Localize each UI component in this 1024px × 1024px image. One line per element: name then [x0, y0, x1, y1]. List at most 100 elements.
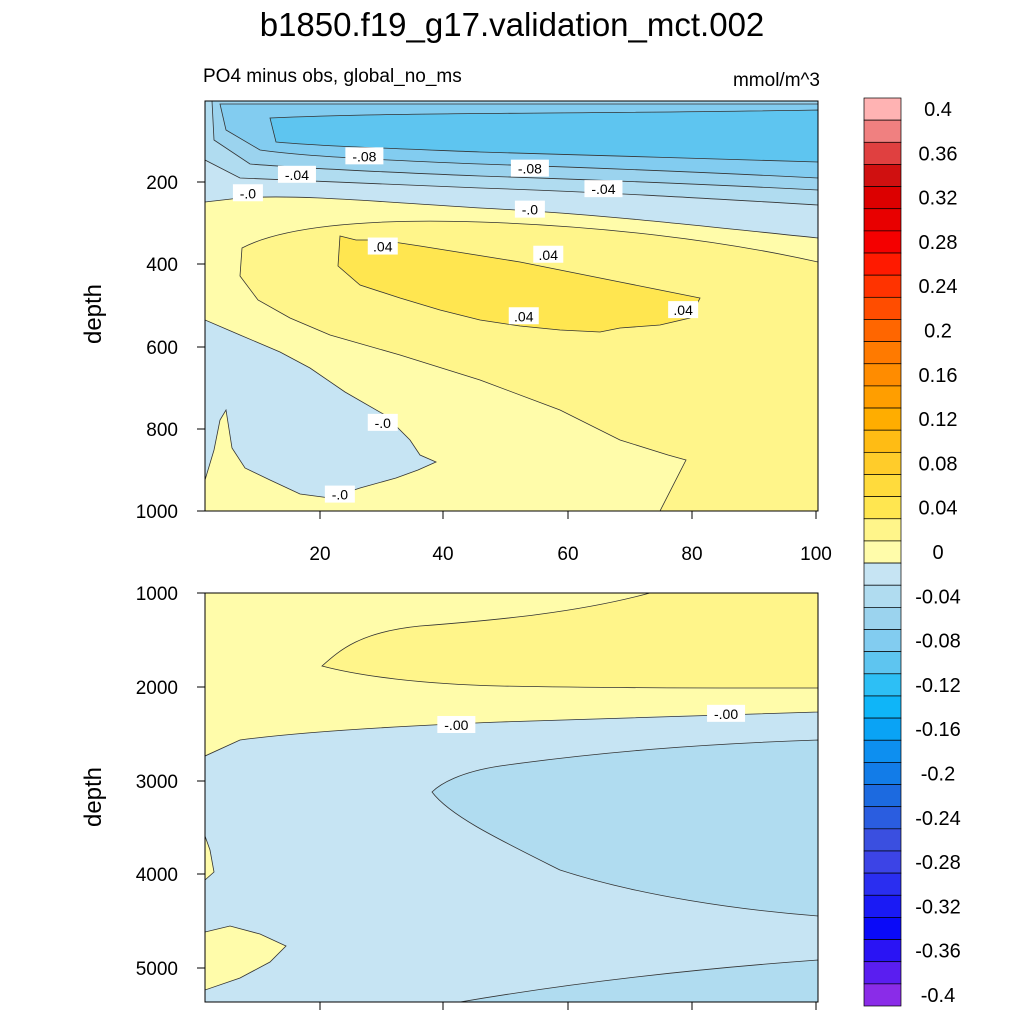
contour-label-box — [584, 180, 623, 198]
colorbar-label: 0.24 — [919, 276, 958, 298]
colorbar-label: 0.32 — [919, 188, 958, 210]
colorbar-swatch — [863, 97, 902, 121]
upper-plot-frame — [204, 100, 819, 512]
upper-xtick-label: 100 — [800, 544, 832, 565]
colorbar-label: -0.32 — [915, 896, 961, 918]
colorbar-swatch — [863, 496, 902, 520]
colorbar-swatch — [863, 584, 902, 608]
colorbar-swatch — [863, 739, 902, 763]
upper-panel: -.08-.08-.04-.04-.0-.0.04.04.04.04-.0-.0… — [80, 100, 832, 565]
colorbar-swatch — [863, 850, 902, 874]
contour-label-box — [277, 165, 316, 183]
lower-ytick-label: 3000 — [136, 772, 178, 793]
upper-ytick-label: 600 — [146, 338, 178, 359]
contour-label: -.0 — [240, 185, 257, 201]
colorbar-swatch — [863, 762, 902, 785]
colorbar-label: 0.16 — [919, 365, 958, 387]
colorbar-swatch — [863, 917, 902, 940]
colorbar-label: 0.2 — [924, 321, 952, 343]
lower-panel: -.00 -.00 1000 2000 3000 4000 5000 depth — [80, 584, 819, 1010]
colorbar-swatch — [863, 319, 902, 342]
contour-label: -.00 — [714, 706, 738, 722]
contour-label: -.0 — [375, 415, 392, 431]
contour-label-box — [232, 184, 263, 202]
contour-label-box — [668, 301, 699, 319]
upper-xtick-label: 20 — [309, 544, 330, 565]
contour-label-box — [367, 237, 398, 255]
contour-label: .04 — [514, 308, 534, 324]
contour-label-box — [508, 307, 539, 325]
colorbar-swatch — [863, 518, 902, 542]
contour-label: -.00 — [444, 717, 468, 733]
colorbar-swatch — [863, 939, 902, 963]
contour-label: .04 — [539, 247, 559, 263]
contour-label: -.08 — [352, 148, 376, 164]
colorbar-swatch — [863, 961, 902, 985]
colorbar-swatch — [863, 894, 902, 918]
lower-negative-region-002 — [431, 739, 818, 917]
colorbar-label: -0.4 — [921, 985, 955, 1007]
upper-ytick-label: 400 — [146, 255, 178, 276]
lower-positive-region-corner — [205, 925, 287, 991]
colorbar-swatch — [863, 695, 902, 719]
colorbar-swatch — [863, 230, 902, 254]
colorbar-label: 0.36 — [919, 143, 958, 165]
contour-label: -.08 — [518, 161, 542, 177]
colorbar-swatch — [863, 651, 902, 675]
colorbar-swatch — [863, 717, 902, 741]
contour-label-box — [514, 200, 545, 218]
colorbar-swatch — [863, 607, 902, 630]
lower-y-axis: 1000 2000 3000 4000 5000 depth — [80, 584, 205, 980]
colorbar-swatch — [863, 540, 902, 564]
colorbar-swatch — [863, 385, 902, 409]
colorbar-swatch — [863, 784, 902, 808]
colorbar-label: -0.12 — [915, 675, 961, 697]
colorbar-swatch — [863, 119, 902, 143]
colorbar-label: 0.12 — [919, 409, 958, 431]
colorbar-label: -0.04 — [915, 586, 961, 608]
colorbar-label: -0.24 — [915, 808, 961, 830]
colorbar-label: -0.08 — [915, 631, 961, 653]
colorbar-swatch — [863, 296, 902, 320]
colorbar-swatch — [863, 252, 902, 276]
contour-label-box — [510, 159, 549, 177]
colorbar-swatch — [863, 474, 902, 497]
colorbar-label: 0.04 — [919, 498, 958, 520]
colorbar-swatch — [863, 983, 902, 1007]
lower-x-axis — [319, 1002, 817, 1010]
colorbar-label: 0.4 — [924, 99, 952, 121]
upper-positive-region-004 — [337, 235, 701, 333]
colorbar-swatch — [863, 363, 902, 387]
colorbar-swatch — [863, 274, 902, 298]
colorbar-swatch — [863, 673, 902, 697]
figure-title: b1850.f19_g17.validation_mct.002 — [260, 6, 765, 43]
lower-plot-frame — [204, 592, 819, 1003]
contour-label-box — [324, 485, 355, 503]
contour-label-box — [367, 413, 398, 431]
colorbar-swatch — [863, 872, 902, 896]
contour-label-box — [437, 715, 476, 733]
colorbar-swatch — [863, 341, 902, 365]
contour-label: -.0 — [522, 202, 539, 218]
contour-label: .04 — [673, 302, 693, 318]
colorbar-label: 0.08 — [919, 453, 958, 475]
upper-y-axis: 200 400 600 800 1000 depth — [80, 173, 205, 523]
upper-x-axis: 20 40 60 80 100 — [309, 511, 832, 565]
lower-contour-labels: -.00 -.00 — [437, 704, 746, 733]
colorbar-swatch — [863, 806, 902, 830]
upper-contour-labels: -.08 -.08 -.04 -.04 -.0 -.0 .04 .04 .04 .04 -.0 -.0 — [232, 147, 699, 503]
subtitle-left: PO4 minus obs, global_no_ms — [203, 66, 462, 87]
lower-ytick-label: 1000 — [136, 584, 178, 605]
lower-ytick-label: 4000 — [136, 865, 178, 886]
upper-xtick-label: 60 — [557, 544, 578, 565]
colorbar: 0.4 0.36 0.32 0.28 0.24 0.2 0.16 0.12 0.08 0.04 0 -… — [863, 97, 961, 1007]
upper-ylabel: depth — [80, 284, 107, 344]
colorbar-swatch — [863, 141, 902, 165]
colorbar-label: -0.16 — [915, 719, 961, 741]
upper-negative-region-deep — [205, 319, 437, 499]
colorbar-swatch — [863, 208, 902, 232]
colorbar-label: 0.28 — [919, 232, 958, 254]
contour-label: -.0 — [332, 487, 349, 503]
colorbar-swatch — [863, 828, 902, 852]
